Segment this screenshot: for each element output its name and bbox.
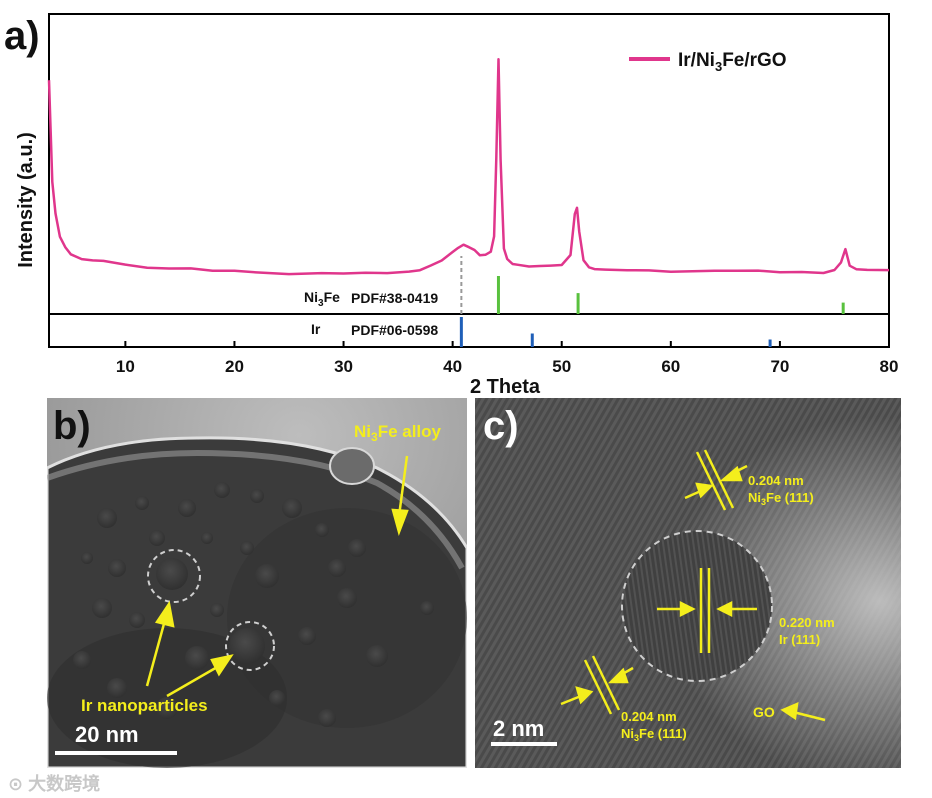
x-tick-label: 30 <box>334 357 353 376</box>
watermark-text: 大数跨境 <box>28 774 101 794</box>
panel-b-scale-bar-label: 20 nm <box>75 722 139 747</box>
x-axis-ticks: 10 20 30 40 50 60 70 80 <box>116 341 899 376</box>
panel-c-scale-bar-label: 2 nm <box>493 716 545 741</box>
ir-nanoparticles-annotation: Ir nanoparticles <box>81 696 208 715</box>
tem-image-graphic <box>47 398 467 768</box>
plot-frame <box>48 13 890 348</box>
fringe-middle-value: 0.220 nm <box>779 615 835 630</box>
fringe-bottom-value: 0.204 nm <box>621 709 677 724</box>
fringe-top-value: 0.204 nm <box>748 473 804 488</box>
panel-c-hrtem-image: c) 0.204 nm Ni3Fe (111) 0.220 nm Ir (111… <box>475 398 901 768</box>
ir-ref-card: PDF#06-0598 <box>351 322 438 338</box>
reference-patterns <box>459 276 845 347</box>
x-axis-label: 2 Theta <box>470 376 541 398</box>
legend-label: Ir/Ni3Fe/rGO <box>678 50 787 74</box>
fringe-middle-phase: Ir (111) <box>779 632 821 647</box>
fringe-annotation-middle: 0.220 nm Ir (111) <box>779 614 835 648</box>
ir-ref-name: Ir <box>311 321 321 337</box>
x-tick-label: 40 <box>443 357 462 376</box>
go-annotation: GO <box>753 704 775 720</box>
ni3fe-ref-name: Ni3Fe <box>304 289 340 309</box>
fringe-top-phase: Ni3Fe (111) <box>748 490 814 507</box>
ni3fe-alloy-annotation: Ni3Fe alloy <box>354 422 441 444</box>
y-axis-label: Intensity (a.u.) <box>15 132 37 268</box>
panel-b-label: b) <box>53 404 91 448</box>
x-tick-label: 60 <box>661 357 680 376</box>
panel-c-label: c) <box>483 404 519 448</box>
fringe-bottom-phase: Ni3Fe (111) <box>621 726 687 743</box>
hrtem-image-graphic <box>475 398 901 768</box>
fringe-annotation-bottom: 0.204 nm Ni3Fe (111) <box>621 708 687 747</box>
xrd-chart: 10 20 30 40 50 60 70 80 Intensity (a.u.) 2 Thet… <box>15 13 899 398</box>
x-tick-label: 80 <box>880 357 899 376</box>
x-tick-label: 70 <box>770 357 789 376</box>
ni3fe-ref-card: PDF#38-0419 <box>351 290 438 306</box>
watermark: ⊙ 大数跨境 <box>8 770 100 796</box>
x-tick-label: 20 <box>225 357 244 376</box>
watermark-logo-icon: ⊙ <box>8 774 24 794</box>
x-tick-label: 10 <box>116 357 135 376</box>
xrd-series-line <box>47 57 890 276</box>
x-tick-label: 50 <box>552 357 571 376</box>
fringe-annotation-top: 0.204 nm Ni3Fe (111) <box>748 472 814 511</box>
panel-a-label: a) <box>4 14 40 58</box>
panel-b-tem-image: b) Ni3Fe alloy Ir nanoparticles 20 nm <box>47 398 467 768</box>
